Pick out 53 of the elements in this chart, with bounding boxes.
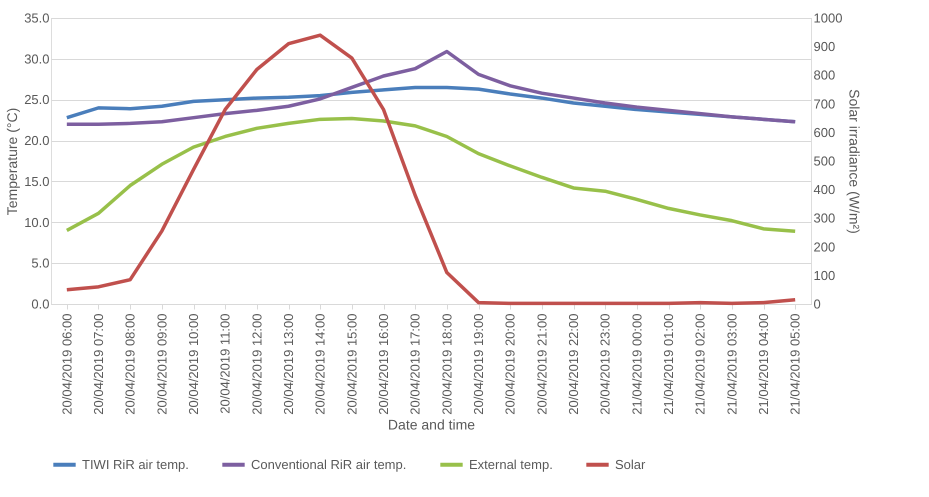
legend-label: Conventional RiR air temp.: [251, 456, 406, 472]
x-tick-label: 21/04/2019 03:00: [724, 314, 740, 415]
x-tick-label: 20/04/2019 18:00: [439, 314, 454, 415]
x-tick-label: 21/04/2019 02:00: [692, 314, 708, 415]
legend-label: TIWI RiR air temp.: [82, 456, 189, 472]
y-tick-label: 15.0: [24, 174, 50, 189]
y2-tick-label: 700: [814, 96, 836, 112]
y2-tick-label: 200: [814, 239, 836, 254]
x-tick-label: 21/04/2019 05:00: [788, 314, 803, 415]
y2-tick-label: 400: [814, 182, 836, 198]
y-tick-label: 0.0: [31, 296, 50, 312]
x-tick-label: 20/04/2019 06:00: [59, 314, 74, 415]
y-tick-label: 35.0: [24, 10, 50, 26]
y-tick-label: 10.0: [24, 214, 50, 230]
y2-tick-label: 500: [814, 154, 836, 168]
x-tick-label: 20/04/2019 12:00: [249, 314, 264, 415]
y2-tick-label: 1000: [814, 10, 842, 26]
x-tick-label: 21/04/2019 00:00: [629, 314, 644, 415]
y2-axis-title: Solar irradiance (W/m²): [846, 89, 862, 234]
x-axis-title: Date and time: [388, 416, 476, 433]
x-tick-label: 20/04/2019 22:00: [566, 314, 581, 415]
y2-tick-label: 0: [814, 296, 821, 312]
line-series: [65, 50, 797, 126]
x-tick-label: 20/04/2019 10:00: [186, 314, 201, 415]
x-tick-label: 20/04/2019 21:00: [534, 314, 550, 415]
x-tick-label: 20/04/2019 08:00: [122, 314, 138, 415]
line-series: [65, 33, 797, 306]
legend-label: External temp.: [469, 456, 553, 472]
x-tick-label: 20/04/2019 16:00: [376, 314, 391, 415]
x-tick-label: 20/04/2019 15:00: [344, 314, 360, 415]
x-tick-label: 20/04/2019 11:00: [218, 314, 233, 414]
legend-label: Solar: [615, 456, 646, 472]
x-tick-label: 21/04/2019 04:00: [756, 314, 771, 415]
x-tick-label: 20/04/2019 09:00: [154, 314, 170, 415]
x-tick-label: 20/04/2019 13:00: [281, 314, 296, 415]
line-series: [65, 116, 797, 234]
y-axis-title: Temperature (°C): [4, 108, 20, 216]
y2-tick-label: 300: [814, 210, 836, 226]
y-tick-label: 25.0: [24, 92, 50, 108]
y2-tick-label: 900: [814, 39, 836, 54]
y-tick-label: 30.0: [24, 51, 50, 66]
y2-tick-label: 600: [814, 124, 836, 140]
y-tick-label: 20.0: [24, 133, 50, 148]
x-tick-label: 20/04/2019 19:00: [471, 314, 486, 415]
x-tick-label: 20/04/2019 23:00: [598, 314, 613, 415]
x-tick-label: 20/04/2019 17:00: [408, 314, 423, 415]
x-tick-label: 21/04/2019 01:00: [661, 314, 676, 415]
y-tick-label: 5.0: [31, 256, 50, 271]
y2-tick-label: 800: [814, 68, 836, 83]
x-tick-label: 20/04/2019 14:00: [312, 314, 328, 415]
x-tick-label: 20/04/2019 20:00: [502, 314, 518, 415]
x-tick-label: 20/04/2019 07:00: [91, 314, 106, 415]
y2-tick-label: 100: [814, 268, 836, 283]
